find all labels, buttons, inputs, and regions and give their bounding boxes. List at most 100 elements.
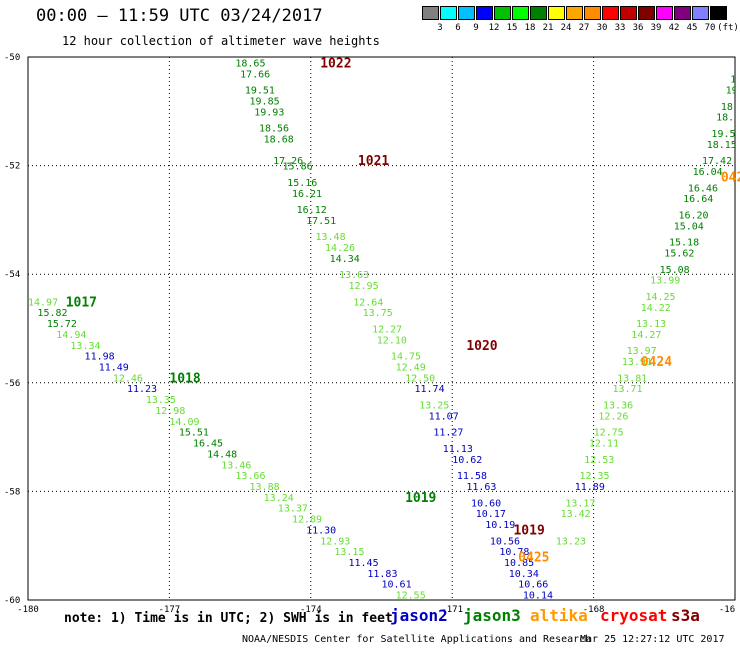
wave-height-point: 17.51 <box>306 216 336 227</box>
wave-height-point: 11.27 <box>433 428 463 439</box>
wave-height-point: 13.88 <box>250 482 280 493</box>
wave-height-point: 12.53 <box>584 455 614 466</box>
wave-height-point: 13.17 <box>565 498 595 509</box>
wave-height-point: 10.62 <box>452 455 482 466</box>
track-label: 1021 <box>358 154 389 169</box>
track-label: 0424 <box>641 355 672 370</box>
wave-height-point: 10.34 <box>509 569 539 580</box>
legend-swatch <box>656 6 673 20</box>
wave-height-point: 14.26 <box>325 243 355 254</box>
lon-tick-label: -177 <box>159 605 181 615</box>
page-subtitle: 12 hour collection of altimeter wave hei… <box>62 34 380 48</box>
wave-height-point: 11.58 <box>457 471 487 482</box>
track-label: 1018 <box>169 371 200 386</box>
legend-label: 15 <box>506 23 518 33</box>
legend-swatch <box>584 6 601 20</box>
lon-tick-label: -171 <box>441 605 463 615</box>
wave-height-point: 16.46 <box>688 183 718 194</box>
wave-height-point: 12.10 <box>377 335 407 346</box>
wave-height-point: 11.13 <box>443 444 473 455</box>
legend-label: 45 <box>686 23 698 33</box>
wave-height-point: 12.93 <box>320 536 350 547</box>
legend-swatch <box>710 6 727 20</box>
legend-label: 42 <box>668 23 680 33</box>
wave-height-point: 19.51 <box>245 86 275 97</box>
wave-height-point: 13.42 <box>561 509 591 520</box>
lon-tick-label: -174 <box>300 605 322 615</box>
lon-tick-label: -168 <box>583 605 605 615</box>
wave-height-point: 13.97 <box>627 346 657 357</box>
wave-height-point: 13.35 <box>146 395 176 406</box>
legend-swatch <box>440 6 457 20</box>
wave-height-point: 15.86 <box>283 162 313 173</box>
wave-height-point: 12.46 <box>113 373 143 384</box>
wave-height-point: 15.16 <box>287 178 317 189</box>
timestamp: Mar 25 12:27:12 UTC 2017 <box>580 634 725 645</box>
map-frame <box>27 56 736 601</box>
wave-height-point: 12.27 <box>372 325 402 336</box>
track-label: 0425 <box>518 551 549 566</box>
wave-height-point: 15.08 <box>660 265 690 276</box>
legend-label: 39 <box>650 23 662 33</box>
wave-height-point: 14.48 <box>207 449 237 460</box>
satellite-cryosat: cryosat <box>600 606 668 625</box>
legend-swatch <box>602 6 619 20</box>
legend-swatch <box>692 6 709 20</box>
wave-height-point: 11.45 <box>349 558 379 569</box>
wave-height-point: 13.75 <box>363 308 393 319</box>
wave-height-point: 10.66 <box>518 580 548 591</box>
wave-height-point: 10.19 <box>485 520 515 531</box>
wave-height-point: 13.71 <box>612 384 642 395</box>
wave-height-point: 10.61 <box>382 580 412 591</box>
wave-height-point: 11.23 <box>127 384 157 395</box>
legend-label: 33 <box>614 23 626 33</box>
wave-height-point: 18.76 <box>735 64 740 75</box>
legend-swatch <box>674 6 691 20</box>
wave-height-point: 13.36 <box>603 401 633 412</box>
lat-tick-label: -60 <box>4 596 20 606</box>
legend-label: 9 <box>473 23 479 33</box>
wave-height-point: 11.07 <box>429 411 459 422</box>
legend-label: 36 <box>632 23 644 33</box>
wave-height-point: 13.15 <box>334 547 364 558</box>
wave-height-point: 13.99 <box>650 276 680 287</box>
wave-height-point: 10.56 <box>490 536 520 547</box>
wave-height-point: 12.35 <box>579 471 609 482</box>
wave-height-point: 11.74 <box>414 384 444 395</box>
lat-tick-label: -52 <box>4 162 20 172</box>
wave-height-point: 14.25 <box>645 292 675 303</box>
wave-height-point: 10.17 <box>476 509 506 520</box>
wave-height-point: 14.09 <box>169 417 199 428</box>
lat-tick-label: -54 <box>4 270 20 280</box>
wave-height-point: 13.91 <box>622 357 652 368</box>
wave-height-point: 12.75 <box>594 428 624 439</box>
lat-tick-label: -50 <box>4 53 20 63</box>
wave-height-point: 18.15 <box>707 140 737 151</box>
wave-height-point: 12.64 <box>353 297 383 308</box>
page-title: 00:00 – 11:59 UTC 03/24/2017 <box>36 6 323 26</box>
wave-height-point: 11.30 <box>306 525 336 536</box>
track-label: 1020 <box>466 339 497 354</box>
wave-height-point: 14.94 <box>56 330 86 341</box>
wave-height-point: 12.11 <box>589 439 619 450</box>
legend-swatch <box>494 6 511 20</box>
map-border <box>27 56 736 601</box>
wave-height-point: 13.25 <box>419 401 449 412</box>
wave-height-point: 10.78 <box>499 547 529 558</box>
wave-height-point: 10.60 <box>471 498 501 509</box>
legend-label: 27 <box>578 23 590 33</box>
legend-label: (ft) <box>717 23 739 33</box>
wave-height-point: 15.82 <box>37 308 67 319</box>
wave-height-point: 11.83 <box>367 569 397 580</box>
wave-height-point: 13.48 <box>316 232 346 243</box>
wave-height-point: 12.55 <box>396 591 426 602</box>
wave-height-point: 17.26 <box>273 156 303 167</box>
wave-height-point: 16.21 <box>292 189 322 200</box>
wave-height-point: 16.45 <box>193 439 223 450</box>
legend-label: 21 <box>542 23 554 33</box>
wave-height-point: 16.64 <box>683 194 713 205</box>
legend-label: 12 <box>488 23 500 33</box>
wave-height-point: 14.97 <box>28 297 58 308</box>
